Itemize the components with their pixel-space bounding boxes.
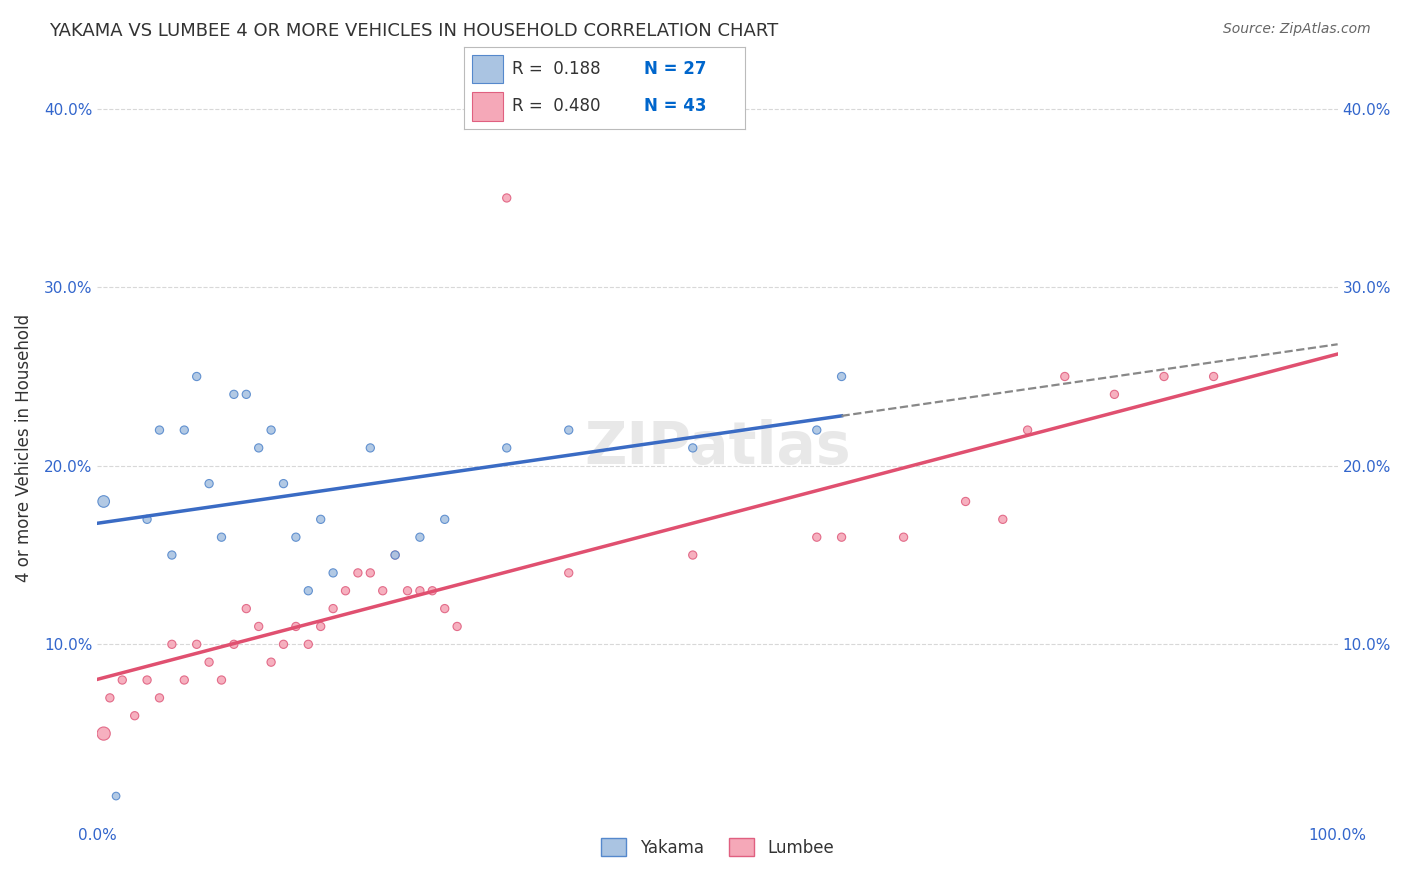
Point <box>806 423 828 437</box>
Point <box>273 637 295 651</box>
Point <box>284 530 307 544</box>
Point <box>371 583 394 598</box>
Text: N = 27: N = 27 <box>644 60 706 78</box>
Point <box>433 601 456 615</box>
Legend: Yakama, Lumbee: Yakama, Lumbee <box>595 831 841 863</box>
Point <box>186 637 208 651</box>
Point <box>433 512 456 526</box>
Point <box>247 441 270 455</box>
Point <box>558 566 581 580</box>
Point <box>409 583 432 598</box>
Point <box>173 423 195 437</box>
Point <box>991 512 1014 526</box>
Point <box>211 530 233 544</box>
Text: YAKAMA VS LUMBEE 4 OR MORE VEHICLES IN HOUSEHOLD CORRELATION CHART: YAKAMA VS LUMBEE 4 OR MORE VEHICLES IN H… <box>49 22 779 40</box>
Point <box>1202 369 1225 384</box>
Point <box>136 512 159 526</box>
Point <box>222 637 245 651</box>
Point <box>148 690 170 705</box>
Point <box>260 655 283 669</box>
Point <box>1017 423 1039 437</box>
Point <box>160 548 183 562</box>
Point <box>1104 387 1126 401</box>
Point <box>273 476 295 491</box>
Point <box>495 441 517 455</box>
Point <box>111 673 134 687</box>
Point <box>409 530 432 544</box>
Point <box>384 548 406 562</box>
Text: R =  0.188: R = 0.188 <box>512 60 600 78</box>
Point <box>682 548 704 562</box>
Point <box>322 601 344 615</box>
Point <box>93 494 115 508</box>
Point <box>420 583 443 598</box>
Point <box>148 423 170 437</box>
Point <box>198 476 221 491</box>
Point <box>831 530 853 544</box>
Point <box>260 423 283 437</box>
Point <box>335 583 357 598</box>
Point <box>173 673 195 687</box>
Point <box>297 583 319 598</box>
Point <box>359 566 381 580</box>
Point <box>93 726 115 740</box>
Point <box>806 530 828 544</box>
Y-axis label: 4 or more Vehicles in Household: 4 or more Vehicles in Household <box>15 314 32 582</box>
Point <box>558 423 581 437</box>
Text: Source: ZipAtlas.com: Source: ZipAtlas.com <box>1223 22 1371 37</box>
Text: N = 43: N = 43 <box>644 97 706 115</box>
Point <box>384 548 406 562</box>
Bar <box>472 54 503 83</box>
Point <box>198 655 221 669</box>
Text: ZIPatlas: ZIPatlas <box>585 419 851 476</box>
Point <box>235 601 257 615</box>
Point <box>1153 369 1175 384</box>
Point <box>98 690 121 705</box>
Point <box>1053 369 1076 384</box>
Point <box>136 673 159 687</box>
Bar <box>472 93 503 121</box>
Point <box>359 441 381 455</box>
Point <box>446 619 468 633</box>
Point <box>495 191 517 205</box>
Point <box>211 673 233 687</box>
Point <box>396 583 419 598</box>
Point <box>831 369 853 384</box>
Point <box>309 619 332 633</box>
Point <box>284 619 307 633</box>
Point <box>955 494 977 508</box>
Point <box>247 619 270 633</box>
Point <box>297 637 319 651</box>
Point <box>347 566 370 580</box>
Point <box>322 566 344 580</box>
Point <box>105 789 128 803</box>
Text: R =  0.480: R = 0.480 <box>512 97 600 115</box>
Point <box>682 441 704 455</box>
Point <box>309 512 332 526</box>
Point <box>186 369 208 384</box>
Point <box>222 387 245 401</box>
Point <box>893 530 915 544</box>
Point <box>160 637 183 651</box>
Point <box>124 708 146 723</box>
Point <box>235 387 257 401</box>
